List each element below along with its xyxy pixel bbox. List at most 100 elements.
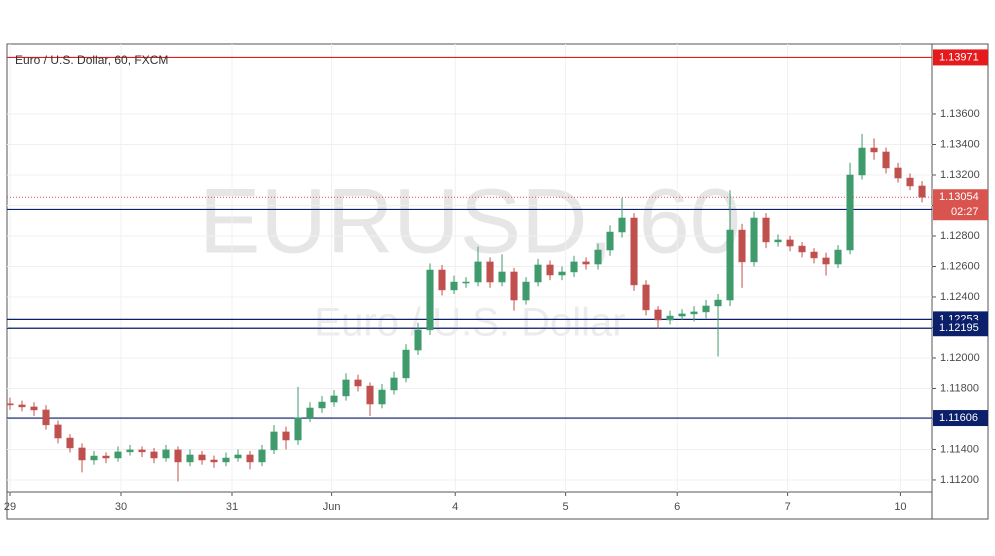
candle-body xyxy=(234,454,242,459)
countdown: 02:27 xyxy=(951,206,979,218)
y-tick-label: 1.13200 xyxy=(940,169,980,181)
candle-body xyxy=(894,167,902,179)
candle-body xyxy=(870,147,878,153)
candle-body xyxy=(66,437,74,449)
candle-body xyxy=(798,245,806,253)
candle-body xyxy=(186,454,194,463)
candle-body xyxy=(102,455,110,459)
candle-body xyxy=(126,449,134,453)
candle-body xyxy=(474,261,482,283)
x-tick-label: 5 xyxy=(563,501,569,513)
y-tick-label: 1.13600 xyxy=(940,108,980,120)
candle-body xyxy=(42,409,50,426)
candle-body xyxy=(714,299,722,307)
level-label-box xyxy=(933,49,988,66)
x-tick-label: 10 xyxy=(894,501,906,513)
candle-body xyxy=(438,269,446,291)
candle-body xyxy=(606,231,614,251)
candle-body xyxy=(690,311,698,315)
candle-body xyxy=(486,261,494,283)
candle-body xyxy=(390,377,398,391)
y-tick-label: 1.12000 xyxy=(940,352,980,364)
x-tick-label: 7 xyxy=(785,501,791,513)
watermark-symbol: EURUSD, 60 xyxy=(199,170,741,272)
candle-body xyxy=(618,217,626,233)
candle-body xyxy=(18,404,26,408)
level-label-box xyxy=(933,410,988,427)
candle-body xyxy=(114,451,122,459)
y-tick-label: 1.11800 xyxy=(940,382,979,394)
candle-body xyxy=(318,401,326,409)
candle-body xyxy=(306,407,314,419)
candle-body xyxy=(558,271,566,276)
candle-body xyxy=(294,417,302,441)
candle-body xyxy=(522,281,530,301)
candle-body xyxy=(78,447,86,461)
candle-body xyxy=(654,309,662,321)
candle-body xyxy=(510,271,518,301)
candle-body xyxy=(282,431,290,441)
candle-body xyxy=(258,449,266,463)
current-price-label: 1.13054 xyxy=(939,191,979,203)
x-tick-label: 6 xyxy=(674,501,680,513)
candle-body xyxy=(342,379,350,397)
candle-body xyxy=(222,457,230,463)
candle-body xyxy=(138,449,146,453)
candle-body xyxy=(570,261,578,273)
candle-body xyxy=(582,261,590,265)
level-label-box xyxy=(933,320,988,337)
y-tick-label: 1.13400 xyxy=(940,138,980,150)
candle-body xyxy=(750,217,758,263)
candle-body xyxy=(846,174,854,251)
candle-body xyxy=(270,431,278,451)
current-price-box xyxy=(933,189,988,221)
watermark-description: Euro / U.S. Dollar xyxy=(314,301,625,345)
candle-body xyxy=(858,147,866,176)
candle-body xyxy=(498,271,506,283)
chart-frame xyxy=(6,43,989,520)
candle-body xyxy=(774,239,782,243)
candle-body xyxy=(678,313,686,317)
candle-body xyxy=(150,451,158,459)
candle-body xyxy=(702,305,710,313)
candle-body xyxy=(906,177,914,187)
x-tick-label: 29 xyxy=(4,501,16,513)
candle-body xyxy=(834,249,842,265)
candle-body xyxy=(882,151,890,169)
candle-body xyxy=(810,251,818,259)
y-tick-label: 1.12600 xyxy=(940,260,980,272)
candle-body xyxy=(594,249,602,265)
candle-body xyxy=(642,284,650,311)
candle-body xyxy=(726,229,734,301)
candle-body xyxy=(210,459,218,463)
candle-body xyxy=(174,449,182,463)
candle-body xyxy=(462,281,470,284)
chart-title: Euro / U.S. Dollar, 60, FXCM xyxy=(15,53,168,67)
y-tick-label: 1.12800 xyxy=(940,230,980,242)
candle-body xyxy=(354,379,362,387)
level-label: 1.13971 xyxy=(939,51,979,63)
y-tick-label: 1.12400 xyxy=(940,291,980,303)
candle-body xyxy=(366,385,374,405)
candle-body xyxy=(330,395,338,403)
candle-body xyxy=(90,455,98,461)
x-tick-label: Jun xyxy=(323,501,341,513)
candle-body xyxy=(198,454,206,461)
x-tick-label: 30 xyxy=(115,501,127,513)
candle-body xyxy=(414,329,422,351)
x-tick-label: 4 xyxy=(452,501,458,513)
candle-body xyxy=(918,185,926,198)
candle-body xyxy=(162,449,170,459)
candle-body xyxy=(378,389,386,405)
candle-body xyxy=(546,264,554,276)
level-label: 1.11606 xyxy=(939,412,978,424)
candle-body xyxy=(822,257,830,265)
candle-body xyxy=(630,217,638,286)
candle-body xyxy=(534,264,542,283)
y-tick-label: 1.11400 xyxy=(940,443,979,455)
level-label: 1.12195 xyxy=(939,322,979,334)
candle-body xyxy=(30,406,38,411)
candle-body xyxy=(6,403,14,406)
y-tick-label: 1.11200 xyxy=(940,474,979,486)
